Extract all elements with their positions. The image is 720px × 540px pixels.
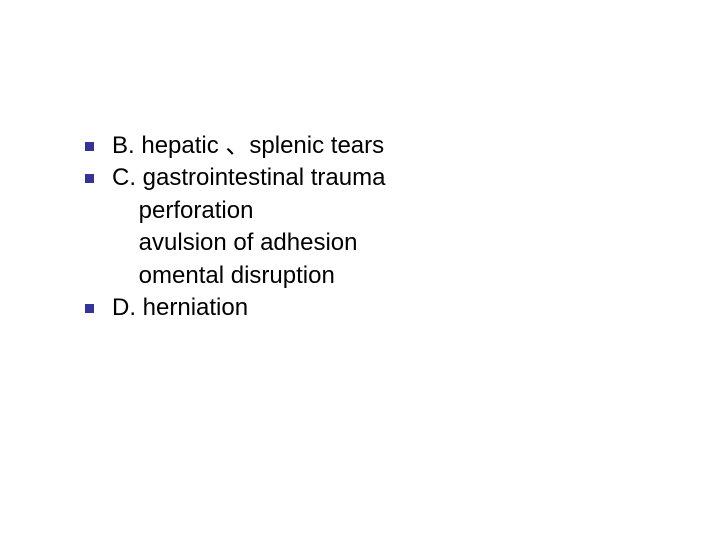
list-item-text: perforation [112,195,253,227]
list-item: perforation [85,195,385,227]
list-item-text: D. herniation [112,292,248,324]
list-item-text: omental disruption [112,260,335,292]
list-item-text: C. gastrointestinal trauma [112,162,385,194]
list-item: omental disruption [85,260,385,292]
bullet-icon [85,142,94,151]
list-item: C. gastrointestinal trauma [85,162,385,194]
slide: B. hepatic 、splenic tears C. gastrointes… [0,0,720,540]
list-item-text: B. hepatic 、splenic tears [112,130,384,162]
slide-content: B. hepatic 、splenic tears C. gastrointes… [85,130,385,324]
list-item-text: avulsion of adhesion [112,227,358,259]
bullet-icon [85,174,94,183]
list-item: D. herniation [85,292,385,324]
list-item: avulsion of adhesion [85,227,385,259]
list-item: B. hepatic 、splenic tears [85,130,385,162]
bullet-icon [85,304,94,313]
